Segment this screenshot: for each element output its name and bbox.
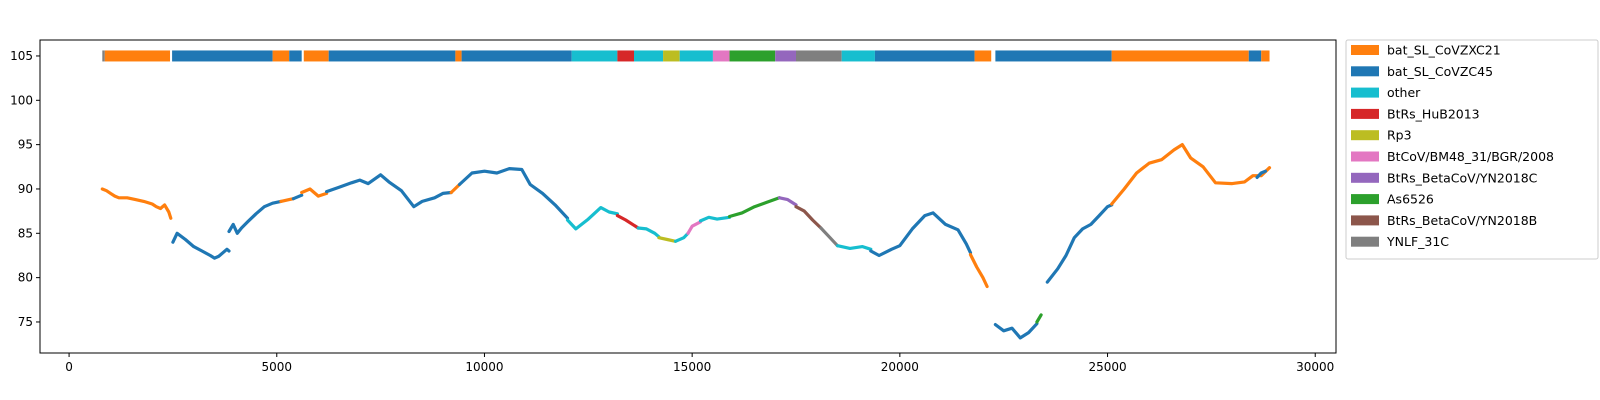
color-bar-segment (104, 50, 171, 62)
series-line (100, 187, 173, 220)
x-tick-label: 30000 (1296, 360, 1334, 374)
x-tick-label: 20000 (881, 360, 919, 374)
series-line (227, 199, 283, 235)
x-axis: 0 5000 10000 15000 20000 25000 30000 (65, 353, 1334, 374)
color-bar-segment (841, 50, 875, 62)
legend-label: As6526 (1387, 192, 1434, 207)
series-line (1255, 169, 1268, 179)
series-line (673, 231, 690, 243)
color-bar-segment (712, 50, 730, 62)
series-line (565, 206, 620, 231)
series-line (686, 220, 703, 235)
color-bar-segment (1261, 50, 1270, 62)
legend-swatch (1351, 45, 1379, 55)
y-axis: 75 80 85 90 95 100 105 (10, 49, 40, 329)
legend-swatch (1351, 66, 1379, 77)
y-tick-label: 100 (10, 93, 33, 107)
color-bar-segment (1111, 50, 1249, 62)
color-bar-segment (634, 50, 664, 62)
color-bar (102, 50, 1270, 62)
series-line (1110, 143, 1272, 206)
series-line (457, 167, 570, 220)
legend-label: BtRs_HuB2013 (1387, 106, 1480, 121)
y-tick-label: 105 (10, 49, 33, 63)
color-bar-segment (775, 50, 796, 62)
series-line (993, 322, 1039, 340)
legend-label: YNLF_31C (1386, 234, 1449, 249)
color-bar-segment (461, 50, 572, 62)
legend-swatch (1351, 215, 1379, 226)
series-line (1035, 313, 1043, 324)
y-tick-label: 85 (18, 226, 33, 240)
color-bar-segment (679, 50, 713, 62)
series-line (449, 182, 462, 195)
legend-swatch (1351, 194, 1379, 205)
series-line (727, 196, 782, 219)
color-bar-segment (272, 50, 290, 62)
color-bar-segment (995, 50, 1112, 62)
legend-swatch (1351, 172, 1379, 183)
series-line (835, 244, 873, 251)
series-line (777, 196, 798, 207)
series-line (968, 253, 989, 289)
y-tick-label: 80 (18, 271, 33, 285)
color-bar-segment (617, 50, 634, 62)
legend-label: BtCoV/BM48_31/BGR/2008 (1387, 149, 1554, 164)
legend-box (1345, 39, 1599, 260)
series-lines (100, 143, 1272, 340)
series-line (1045, 203, 1114, 284)
legend-label: BtRs_BetaCoV/YN2018B (1387, 213, 1537, 228)
legend-label: other (1387, 85, 1421, 100)
series-line (171, 231, 231, 260)
color-bar-segment (571, 50, 618, 62)
legend-swatch (1351, 108, 1379, 119)
series-line (698, 215, 732, 223)
color-bar-segment (874, 50, 975, 62)
series-line (325, 173, 453, 209)
color-bar-segment (796, 50, 842, 62)
color-bar-segment (303, 50, 329, 62)
color-bar-segment (1248, 50, 1262, 62)
color-bar-segment (663, 50, 680, 62)
legend-swatch (1351, 130, 1379, 141)
series-line (657, 236, 678, 243)
color-bar-segment (974, 50, 992, 62)
color-bar-segment (102, 50, 105, 62)
x-tick-label: 15000 (673, 360, 711, 374)
series-line (615, 214, 640, 230)
color-bar-segment (172, 50, 273, 62)
y-tick-label: 90 (18, 182, 33, 196)
x-tick-label: 25000 (1088, 360, 1126, 374)
legend-swatch (1351, 236, 1379, 247)
legend-label: BtRs_BetaCoV/YN2018C (1387, 170, 1538, 185)
legend-label: bat_SL_CoVZC45 (1387, 64, 1493, 79)
color-bar-segment (729, 50, 776, 62)
series-line (869, 211, 973, 258)
series-line (291, 193, 304, 201)
legend-label: Rp3 (1387, 128, 1412, 143)
legend-swatch (1351, 87, 1379, 98)
color-bar-segment (289, 50, 302, 62)
x-tick-label: 10000 (465, 360, 503, 374)
plot-frame (39, 39, 1337, 354)
y-tick-label: 95 (18, 138, 33, 152)
legend-label: bat_SL_CoVZXC21 (1387, 43, 1501, 58)
series-line (794, 205, 823, 230)
legend-swatch (1351, 151, 1379, 162)
series-line (300, 187, 329, 198)
color-bar-segment (328, 50, 456, 62)
plot-area: 0 5000 10000 15000 20000 25000 30000 75 80 85 90 9… (10, 39, 1337, 374)
y-tick-label: 75 (18, 315, 33, 329)
color-bar-segment (455, 50, 462, 62)
series-line (819, 226, 840, 248)
x-tick-label: 5000 (261, 360, 292, 374)
x-tick-label: 0 (65, 360, 73, 374)
series-line (636, 226, 661, 239)
